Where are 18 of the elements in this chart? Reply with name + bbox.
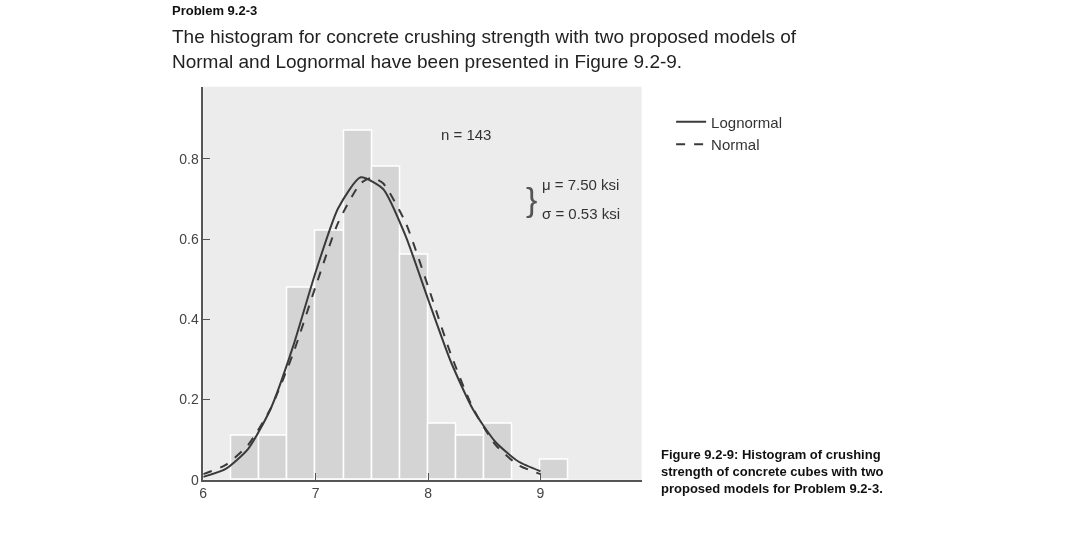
y-tick-label: 0.2 xyxy=(179,391,199,408)
y-tick-label: 0.8 xyxy=(179,150,199,167)
x-tick-label: 7 xyxy=(311,485,320,502)
caption: Figure 9.2-9: Histogram of crushing strength of concrete cubes with two proposed models for Problem 9.2-3. xyxy=(661,447,884,496)
annotation: } xyxy=(526,180,538,218)
annotation: σ = 0.53 ksi xyxy=(542,205,621,222)
x-tick-label: 6 xyxy=(199,485,208,502)
x-tick-label: 8 xyxy=(424,485,433,502)
y-tick-label: 0.6 xyxy=(179,230,199,247)
legend-label: Normal xyxy=(711,136,760,153)
annotation: n = 143 xyxy=(441,126,492,143)
y-tick-label: 0 xyxy=(190,471,199,488)
annotation: μ = 7.50 ksi xyxy=(542,176,620,193)
chart-title: Problem 9.2-3 xyxy=(172,3,258,18)
legend-label: Lognormal xyxy=(711,113,783,131)
y-tick-label: 0.4 xyxy=(179,311,199,328)
chart-subtitle: The histogram for concrete crushing strength with two proposed models of Normal and Lognormal have been presented in Figure 9.2-9. xyxy=(172,26,797,72)
x-tick-label: 9 xyxy=(536,485,545,502)
